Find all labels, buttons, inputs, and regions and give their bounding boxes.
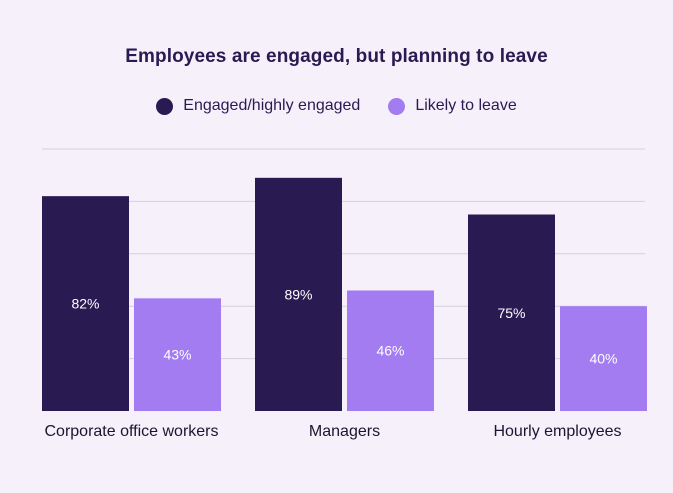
chart-title: Employees are engaged, but planning to l… [125,46,548,67]
category-label-0: Corporate office workers [45,423,219,440]
data-label-leave-0: 43% [163,347,191,363]
bar-leave-2 [560,306,647,411]
data-label-leave-2: 40% [589,351,617,367]
legend-swatch-engaged [156,97,174,115]
chart-legend: Engaged/highly engaged Likely to leave [0,97,673,115]
legend-item-engaged: Engaged/highly engaged [156,97,360,115]
bar-engaged-2 [468,214,555,411]
data-label-engaged-1: 89% [284,286,312,302]
bar-leave-0 [134,298,221,411]
data-label-engaged-2: 75% [497,305,525,321]
category-label-2: Hourly employees [493,423,621,440]
data-label-engaged-0: 82% [71,296,99,312]
category-label-1: Managers [309,423,380,440]
legend-label-leave: Likely to leave [415,97,517,114]
bar-engaged-1 [255,177,342,411]
legend-swatch-leave [388,97,406,115]
bar-leave-1 [347,290,434,411]
data-label-leave-1: 46% [376,343,404,359]
legend-item-leave: Likely to leave [388,97,517,115]
legend-label-engaged: Engaged/highly engaged [183,97,361,114]
bar-engaged-0 [42,196,129,411]
